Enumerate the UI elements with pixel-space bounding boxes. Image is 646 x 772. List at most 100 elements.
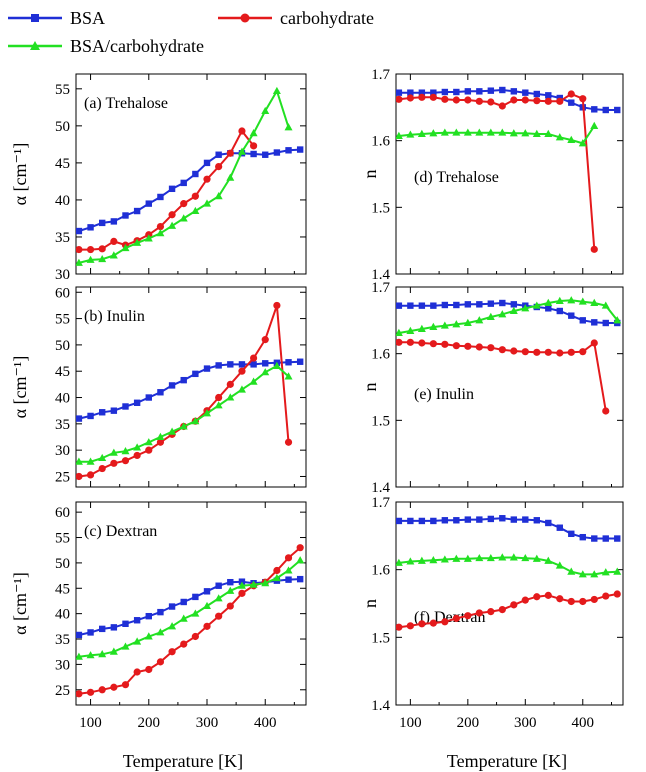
data-point-bsa-carbohydrate (544, 298, 553, 306)
data-point-carbohydrate (86, 245, 95, 254)
data-point-carbohydrate (475, 609, 483, 617)
data-point-bsa (145, 612, 152, 620)
data-point-bsa-carbohydrate (406, 130, 415, 138)
data-point-bsa (476, 516, 483, 523)
data-point-bsa (250, 361, 257, 368)
data-point-bsa-carbohydrate (396, 558, 403, 566)
data-point-carbohydrate (533, 593, 541, 601)
data-point-bsa (510, 516, 518, 523)
data-point-bsa (215, 362, 222, 369)
data-point-bsa (180, 179, 187, 187)
data-point-carbohydrate (76, 690, 83, 698)
data-point-bsa-carbohydrate (249, 129, 258, 137)
data-point-bsa-carbohydrate (98, 453, 107, 462)
data-point-carbohydrate (602, 592, 610, 600)
data-point-carbohydrate (406, 338, 414, 346)
data-point-bsa (418, 89, 426, 96)
data-point-bsa-carbohydrate (144, 438, 153, 446)
data-point-bsa (556, 307, 563, 315)
panel-label: (a) Trehalose (84, 95, 168, 112)
data-point-bsa (285, 576, 292, 583)
data-point-bsa (87, 629, 94, 636)
data-point-carbohydrate (110, 237, 118, 246)
data-point-carbohydrate (98, 464, 106, 473)
data-point-carbohydrate (533, 348, 541, 356)
data-point-bsa (568, 99, 575, 106)
data-point-carbohydrate (521, 348, 529, 356)
data-point-carbohydrate (521, 96, 529, 104)
data-point-carbohydrate (613, 590, 621, 598)
data-point-bsa-carbohydrate (168, 221, 177, 229)
y-tick-label: 1.5 (371, 200, 390, 216)
data-point-bsa (464, 88, 472, 95)
data-point-bsa-carbohydrate (203, 199, 212, 207)
data-point-carbohydrate (180, 200, 188, 208)
y-tick-label: 1.4 (371, 267, 390, 283)
data-point-bsa-carbohydrate (261, 368, 270, 376)
plot-frame (75, 73, 307, 275)
y-tick-label: 55 (55, 82, 70, 98)
data-point-bsa-carbohydrate (406, 557, 415, 565)
data-point-bsa (487, 87, 495, 94)
data-point-bsa (110, 624, 118, 631)
data-point-bsa-carbohydrate (179, 614, 188, 622)
data-point-carbohydrate (464, 96, 472, 104)
x-tick-label: 400 (572, 715, 595, 731)
data-point-carbohydrate (110, 683, 118, 691)
data-point-bsa-carbohydrate (214, 594, 223, 602)
data-point-carbohydrate (475, 343, 483, 351)
data-point-bsa (499, 299, 506, 307)
data-point-carbohydrate (273, 301, 281, 310)
data-point-carbohydrate (396, 338, 403, 346)
data-point-bsa (110, 407, 118, 414)
data-point-bsa-carbohydrate (498, 553, 507, 561)
data-point-carbohydrate (498, 346, 506, 354)
legend-entry-carbohydrate: carbohydrate (218, 8, 374, 28)
y-tick-label: 25 (55, 469, 70, 485)
data-point-carbohydrate (567, 597, 575, 606)
data-point-bsa (476, 301, 483, 308)
data-point-bsa-carbohydrate (237, 147, 246, 155)
data-point-bsa (396, 89, 403, 96)
data-point-bsa (487, 300, 495, 307)
data-point-bsa (227, 361, 234, 368)
data-point-bsa-carbohydrate (532, 301, 541, 309)
data-point-bsa-carbohydrate (509, 306, 518, 314)
data-point-bsa-carbohydrate (284, 566, 293, 574)
data-point-carbohydrate (238, 127, 246, 135)
data-point-bsa (180, 598, 187, 606)
panel-d-trehalose-n: 1.4 1.5 1.6 1.7 n (d) Trehalose (360, 67, 624, 283)
data-point-bsa-carbohydrate (214, 401, 223, 409)
y-axis-label: n (360, 170, 380, 179)
data-point-bsa-carbohydrate (498, 310, 507, 318)
data-point-bsa (418, 517, 426, 525)
y-tick-label: 40 (55, 607, 70, 623)
y-tick-label: 30 (55, 267, 70, 283)
data-point-bsa-carbohydrate (396, 328, 403, 336)
data-point-carbohydrate (510, 96, 518, 104)
data-point-carbohydrate (498, 605, 506, 614)
data-point-bsa-carbohydrate (98, 254, 107, 263)
data-point-carbohydrate (602, 407, 610, 415)
x-tick-label: 100 (399, 715, 422, 731)
legend-label-carbohydrate: carbohydrate (280, 8, 374, 28)
data-point-bsa-carbohydrate (440, 321, 449, 329)
data-point-bsa-carbohydrate (440, 128, 449, 136)
data-point-bsa (396, 517, 403, 525)
data-point-carbohydrate (579, 348, 587, 356)
y-tick-label: 50 (55, 556, 70, 572)
data-point-bsa (133, 207, 141, 215)
data-point-bsa-carbohydrate (121, 642, 130, 650)
data-point-carbohydrate (452, 342, 460, 350)
series-group (76, 544, 305, 698)
data-point-bsa-carbohydrate (272, 573, 281, 582)
data-point-bsa-carbohydrate (429, 555, 438, 564)
data-point-carbohydrate (156, 438, 165, 446)
data-point-bsa-carbohydrate (226, 586, 235, 594)
y-tick-label: 35 (55, 632, 70, 648)
data-point-bsa-carbohydrate (417, 324, 426, 332)
x-tick-label: 300 (514, 715, 537, 731)
data-point-carbohydrate (121, 457, 130, 465)
y-tick-label: 60 (55, 285, 70, 301)
